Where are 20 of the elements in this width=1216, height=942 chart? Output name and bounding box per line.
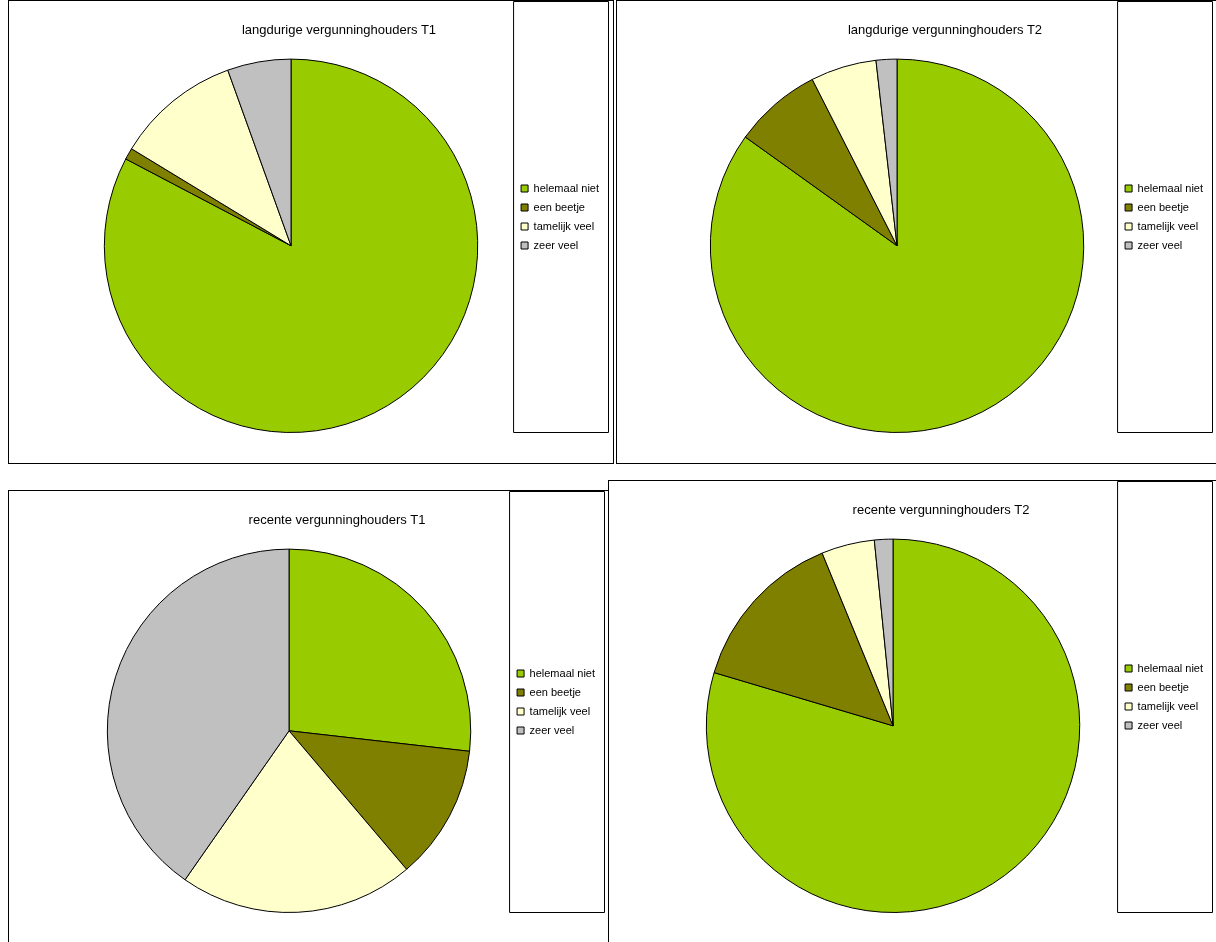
legend-label: tamelijk veel [1137,699,1199,712]
legend-label: zeer veel [529,723,575,736]
chart-title: recente vergunninghouders T1 [248,512,426,528]
legend-label: zeer veel [1137,238,1183,251]
legend-label: een beetje [533,200,585,213]
legend-label: tamelijk veel [533,219,595,232]
chart-title: recente vergunninghouders T2 [852,502,1030,518]
chart-title: langdurige vergunninghouders T1 [241,22,437,38]
legend-label: tamelijk veel [1137,219,1199,232]
legend-label: helemaal niet [1137,181,1204,194]
chart-title: langdurige vergunninghouders T2 [847,22,1043,38]
legend-label: tamelijk veel [529,704,591,717]
legend-label: zeer veel [1137,718,1183,731]
legend-label: helemaal niet [529,666,596,679]
legend-label: een beetje [1137,680,1189,693]
legend-label: een beetje [529,685,581,698]
legend-label: een beetje [1137,200,1189,213]
legend-label: helemaal niet [1137,661,1204,674]
legend-label: zeer veel [533,238,579,251]
legend-label: helemaal niet [533,181,600,194]
